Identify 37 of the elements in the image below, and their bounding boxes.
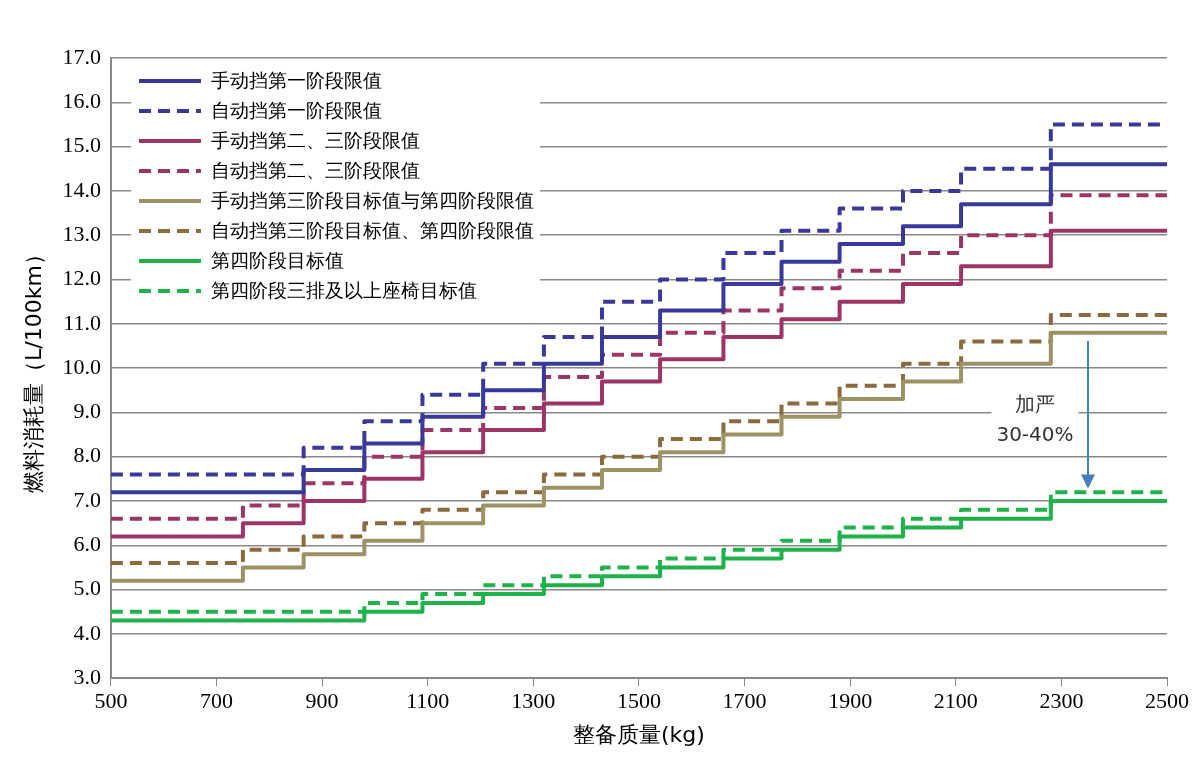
legend-label: 手动挡第一阶段限值	[210, 68, 382, 93]
x-tick-label: 1900	[828, 688, 873, 714]
x-tick-label: 500	[94, 688, 128, 714]
x-tick-label: 1300	[511, 688, 556, 714]
y-tick-label: 11.0	[63, 309, 101, 335]
y-tick-label: 5.0	[73, 575, 101, 601]
legend-label: 自动挡第二、三阶段限值	[210, 158, 420, 183]
legend-label: 自动挡第一阶段限值	[210, 98, 382, 123]
x-tick-label: 2100	[933, 688, 978, 714]
y-tick-label: 4.0	[73, 619, 101, 645]
x-tick-label: 1500	[616, 688, 661, 714]
y-axis-title: 燃料消耗量（L/100km）	[20, 243, 46, 494]
legend-label: 手动挡第三阶段目标值与第四阶段限值	[210, 188, 534, 213]
legend-label: 第四阶段三排及以上座椅目标值	[210, 278, 477, 303]
x-tick-label: 1700	[722, 688, 767, 714]
y-tick-label: 13.0	[62, 220, 101, 246]
x-tick-label: 700	[200, 688, 234, 714]
y-tick-label: 7.0	[73, 486, 101, 512]
y-tick-label: 15.0	[62, 132, 101, 158]
y-tick-label: 9.0	[73, 398, 101, 424]
y-tick-label: 6.0	[73, 531, 101, 557]
x-tick-label: 900	[305, 688, 339, 714]
legend-label: 自动挡第三阶段目标值、第四阶段限值	[210, 218, 534, 243]
y-tick-label: 3.0	[73, 663, 101, 689]
y-tick-label: 14.0	[62, 176, 101, 202]
legend-label: 第四阶段目标值	[210, 248, 344, 273]
annotation: 加严 30-40%	[996, 391, 1074, 446]
x-tick-label: 1100	[406, 688, 450, 714]
y-tick-label: 8.0	[73, 442, 101, 468]
y-tick-label: 16.0	[62, 88, 101, 114]
y-tick-label: 17.0	[62, 43, 101, 69]
x-tick-label: 2500	[1145, 688, 1189, 714]
legend-label: 手动挡第二、三阶段限值	[210, 128, 420, 153]
y-tick-label: 12.0	[62, 265, 101, 291]
x-axis-title: 整备质量(kg)	[573, 721, 705, 747]
x-tick-label: 2300	[1039, 688, 1084, 714]
y-tick-label: 10.0	[62, 353, 101, 379]
